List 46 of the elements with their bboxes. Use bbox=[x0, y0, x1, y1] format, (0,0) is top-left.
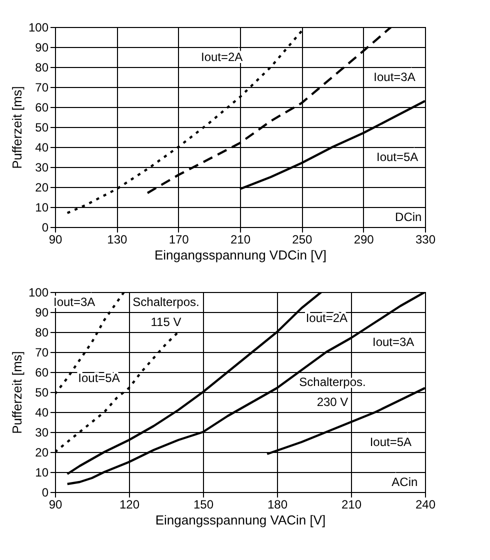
y-tick-label: 70 bbox=[35, 80, 49, 94]
y-axis-title: Pufferzeit [ms] bbox=[9, 351, 24, 434]
y-tick-label: 80 bbox=[35, 60, 49, 74]
y-tick-label: 50 bbox=[35, 120, 49, 134]
y-tick-label: 0 bbox=[42, 220, 49, 234]
y-axis-title: Pufferzeit [ms] bbox=[9, 86, 24, 169]
series-label: Iout=5A bbox=[376, 150, 418, 164]
x-tick-label: 330 bbox=[415, 232, 436, 246]
x-axis-title: Eingangsspannung VDCin [V] bbox=[154, 248, 327, 262]
y-tick-label: 10 bbox=[35, 200, 49, 214]
annotation: ACin bbox=[392, 475, 418, 489]
y-tick-label: 90 bbox=[35, 40, 49, 54]
y-tick-label: 70 bbox=[35, 346, 49, 360]
series-label: Iout=5A bbox=[78, 371, 120, 385]
series-label: Iout=3A bbox=[372, 335, 414, 349]
x-tick-label: 250 bbox=[292, 232, 312, 246]
y-tick-label: 60 bbox=[35, 366, 49, 380]
y-tick-label: 90 bbox=[35, 306, 49, 320]
y-tick-label: 20 bbox=[35, 446, 49, 460]
y-tick-label: 0 bbox=[42, 486, 49, 500]
x-tick-label: 120 bbox=[119, 498, 140, 512]
x-tick-label: 210 bbox=[230, 232, 251, 246]
y-tick-label: 30 bbox=[35, 426, 49, 440]
y-tick-label: 10 bbox=[35, 466, 49, 480]
x-tick-label: 130 bbox=[107, 232, 128, 246]
y-tick-label: 20 bbox=[35, 180, 49, 194]
x-tick-label: 240 bbox=[415, 498, 436, 512]
x-tick-label: 290 bbox=[354, 232, 374, 246]
series-label: Iout=3A bbox=[374, 70, 416, 84]
y-tick-label: 100 bbox=[28, 20, 49, 34]
y-tick-label: 50 bbox=[35, 386, 49, 400]
x-tick-label: 170 bbox=[168, 232, 190, 246]
y-tick-label: 30 bbox=[35, 160, 49, 174]
x-tick-label: 180 bbox=[267, 498, 288, 512]
annotation: Schalterpos. 115 V bbox=[132, 295, 200, 329]
x-tick-label: 150 bbox=[193, 498, 214, 512]
series-label: Iout=5A bbox=[370, 435, 412, 449]
y-tick-label: 80 bbox=[35, 326, 49, 340]
series-label: Iout=2A bbox=[306, 311, 348, 325]
y-tick-label: 100 bbox=[28, 286, 49, 300]
y-tick-label: 40 bbox=[35, 406, 49, 420]
x-tick-label: 210 bbox=[341, 498, 362, 512]
annotation: DCin bbox=[395, 210, 422, 224]
y-tick-label: 40 bbox=[35, 140, 49, 154]
x-axis-title: Eingangsspannung VACin [V] bbox=[155, 512, 326, 528]
y-tick-label: 60 bbox=[35, 100, 49, 114]
